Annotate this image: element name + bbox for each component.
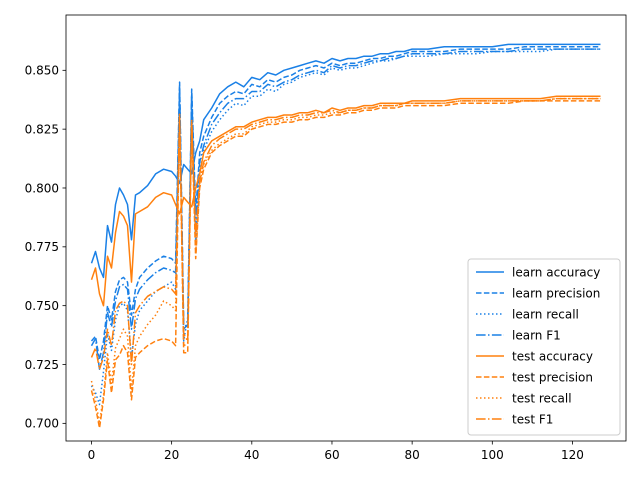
y-tick-label: 0.825 (25, 122, 59, 136)
x-tick-label: 0 (88, 448, 96, 462)
y-tick-label: 0.700 (25, 417, 59, 431)
x-axis: 0 20 40 60 80 100 120 (88, 441, 584, 462)
legend-label: test accuracy (512, 349, 593, 363)
series-line-test-recall (90, 97, 601, 425)
x-tick-label: 20 (164, 448, 179, 462)
series-line-learn-precision (90, 46, 601, 361)
x-tick-label: 60 (324, 448, 339, 462)
x-tick-label: 100 (481, 448, 504, 462)
legend-label: learn F1 (512, 328, 561, 342)
legend-label: test F1 (512, 412, 553, 426)
y-axis: 0.700 0.725 0.750 0.775 0.800 0.825 0.850 (25, 64, 66, 431)
y-tick-label: 0.800 (25, 181, 59, 195)
legend-label: learn precision (512, 286, 600, 300)
x-tick-label: 80 (405, 448, 420, 462)
y-tick-label: 0.850 (25, 64, 59, 78)
plot-frame (65, 14, 627, 442)
legend: learn accuracy learn precision learn recal… (467, 258, 621, 436)
legend-frame (467, 258, 621, 436)
y-tick-label: 0.750 (25, 299, 59, 313)
series-line-learn-f1 (90, 48, 601, 370)
legend-label: test precision (512, 370, 593, 384)
series-line-learn-accuracy (90, 43, 601, 279)
x-tick-label: 40 (244, 448, 259, 462)
legend-label: test recall (512, 391, 572, 405)
legend-label: learn recall (512, 307, 579, 321)
y-tick-label: 0.775 (25, 240, 59, 254)
legend-label: learn accuracy (512, 265, 600, 279)
series-line-test-precision (90, 100, 601, 429)
y-tick-label: 0.725 (25, 358, 59, 372)
series-line-test-accuracy (90, 95, 601, 307)
series-layer (90, 43, 601, 429)
series-line-test-f1 (90, 97, 601, 370)
series-line-learn-recall (90, 48, 601, 406)
x-tick-label: 120 (561, 448, 584, 462)
